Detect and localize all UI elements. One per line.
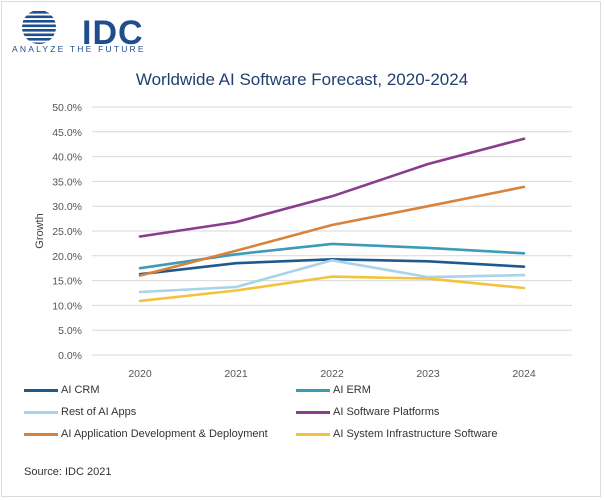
y-tick-label: 40.0% [52,152,82,164]
series-line [138,258,526,294]
y-tick-label: 50.0% [52,102,82,114]
legend-label: AI CRM [61,384,100,396]
source-note: Source: IDC 2021 [24,466,112,478]
legend-label: AI System Infrastructure Software [333,428,498,440]
legend-swatch [296,388,330,392]
idc-logo: IDC ANALYZE THE FUTURE [12,10,152,55]
y-tick-label: 20.0% [52,251,82,263]
legend-item: AI Application Development & Deployment [24,428,268,440]
y-tick-label: 10.0% [52,300,82,312]
y-tick-label: 25.0% [52,226,82,238]
legend-label: AI Software Platforms [333,406,440,418]
legend-label: AI ERM [333,384,371,396]
x-tick-label: 2023 [416,368,440,380]
y-axis-title: Growth [34,213,46,248]
legend-item: AI Software Platforms [296,406,439,418]
y-tick-label: 5.0% [58,325,82,337]
series-line [138,275,526,303]
legend-item: AI CRM [24,384,100,396]
line-chart: 0.0% 5.0% 10.0% 15.0% 20.0% 25.0% 30.0% 35.0% 40… [34,102,572,380]
x-tick-label: 2020 [128,368,152,380]
legend-label: Rest of AI Apps [61,406,137,418]
chart-title: Worldwide AI Software Forecast, 2020-202… [135,70,469,89]
y-tick-label: 15.0% [52,276,82,288]
globe-icon [22,11,56,44]
legend-label: AI Application Development & Deployment [61,428,268,440]
legend-swatch [296,410,330,414]
x-tick-label: 2021 [224,368,248,380]
series-line [138,185,526,277]
series-line [138,137,526,238]
y-tick-label: 35.0% [52,176,82,188]
legend-swatch [296,432,330,436]
y-tick-label: 30.0% [52,201,82,213]
legend-item: AI ERM [296,384,371,396]
logo-tagline: ANALYZE THE FUTURE [12,44,146,54]
y-tick-label: 45.0% [52,127,82,139]
y-tick-label: 0.0% [58,350,82,362]
legend-item: Rest of AI Apps [24,406,136,418]
x-tick-label: 2024 [512,368,536,380]
legend-swatch [24,432,58,436]
legend-item: AI System Infrastructure Software [296,428,497,440]
logo-wordmark: IDC [82,14,144,52]
legend-swatch [24,388,58,392]
legend-swatch [24,410,58,414]
x-tick-label: 2022 [320,368,344,380]
